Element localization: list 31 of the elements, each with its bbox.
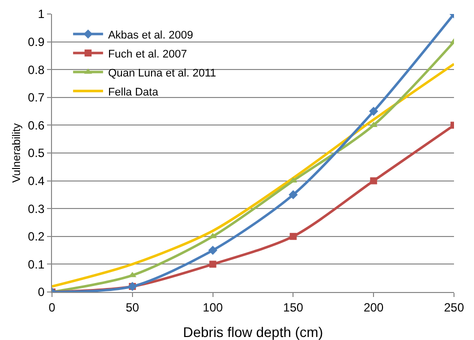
y-tick-label: 1 (38, 7, 45, 22)
legend-label: Akbas et al. 2009 (108, 29, 194, 42)
point (209, 260, 216, 268)
point (369, 106, 378, 116)
y-tick-label: 0.4 (28, 174, 45, 188)
x-tick-label: 150 (283, 300, 304, 314)
legend-label: Fuch et al. 2007 (108, 48, 187, 60)
x-tick-label: 100 (202, 300, 224, 314)
point (370, 177, 378, 184)
y-tick-label: 0.5 (28, 146, 45, 160)
point (208, 246, 218, 255)
point (288, 190, 298, 200)
point (290, 232, 297, 240)
y-tick-label: 0.1 (28, 257, 45, 272)
y-axis-title: Vulnerability (11, 122, 23, 183)
y-tick-label: 0.9 (28, 35, 45, 49)
y-tick-label: 0.2 (28, 230, 45, 244)
point (289, 177, 298, 183)
y-tick-label: 0.8 (28, 62, 45, 77)
x-tick-label: 0 (48, 300, 56, 314)
x-tick-label: 250 (444, 300, 464, 314)
y-tick-label: 0.7 (28, 90, 45, 105)
legend-label: Quan Luna et al. 2011 (108, 67, 216, 80)
y-tick-label: 0.6 (28, 118, 45, 132)
x-tick-label: 200 (364, 300, 384, 314)
legend-label: Fella Data (108, 86, 160, 98)
y-tick-label: 0 (38, 285, 45, 300)
point (208, 232, 217, 238)
x-tick-label: 50 (126, 300, 140, 314)
x-axis-title: Debris flow depth (cm) (182, 324, 324, 340)
y-tick-label: 0.3 (28, 202, 45, 216)
